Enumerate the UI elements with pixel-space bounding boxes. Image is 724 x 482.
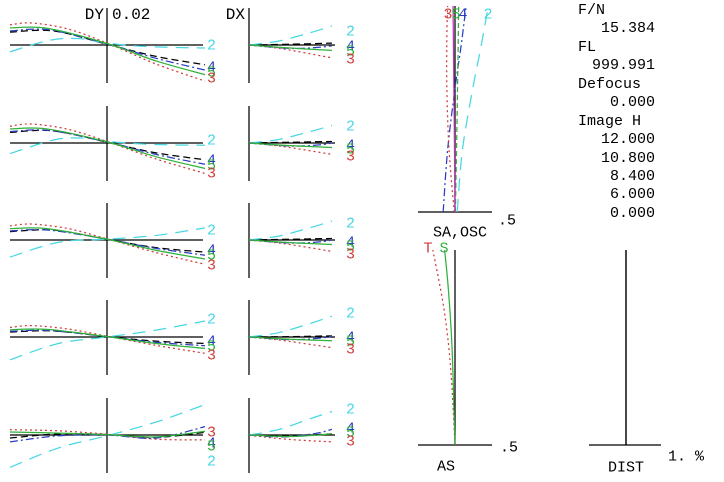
as-plot-curve-wl5 (444, 249, 456, 446)
wavelength-label: 4 (207, 60, 216, 77)
sa-scale-label: .5 (498, 213, 516, 230)
info-line: 0.000 (609, 94, 655, 112)
wavelength-label: 2 (207, 133, 216, 150)
info-line: 0.000 (609, 204, 655, 222)
info-line: 15.384 (600, 20, 655, 38)
as-plot-curve-label: S (439, 241, 448, 258)
wavelength-label: 2 (346, 24, 355, 41)
wavelength-label: 5 (207, 65, 216, 82)
info-line: 999.991 (591, 57, 655, 75)
wavelength-label: 4 (207, 243, 216, 260)
wavelength-label: 3 (207, 348, 216, 365)
sa-osc-plot-curve-wl4 (442, 5, 467, 213)
dx-fan-curve-wl2 (248, 124, 333, 144)
wavelength-label: 2 (207, 454, 216, 471)
dy-fan-curve-wl5 (9, 430, 206, 438)
wavelength-label: 4 (346, 39, 355, 56)
wavelength-label: 4 (207, 334, 216, 351)
sa-osc-plot-curve-wlm (452, 5, 456, 213)
wavelength-label: 4 (346, 235, 355, 252)
wavelength-label: 3 (207, 258, 216, 275)
dx-fan-curve-wl3 (248, 434, 333, 443)
dx-fan-curve-wl5 (248, 433, 333, 438)
as-plot-title: AS (437, 459, 455, 476)
wavelength-label: 5 (207, 339, 216, 356)
dx-fan-curve-wl5 (248, 44, 333, 51)
wavelength-label: 5 (207, 439, 216, 456)
sa-osc-plot-curve-wl5 (454, 5, 460, 213)
info-line: F/N (578, 2, 606, 19)
sa-osc-plot-curve-label: 3 (443, 7, 452, 24)
wavelength-label: 4 (346, 138, 355, 155)
dy-fan-curve-wl2 (9, 404, 206, 468)
as-scale-label: .5 (500, 440, 518, 457)
info-line: 10.800 (600, 149, 655, 167)
dy-fan-curve-wl3 (9, 123, 206, 174)
fan-scale-label: 0.02 (112, 6, 150, 24)
wavelength-label: 3 (346, 149, 355, 166)
wavelength-label: 2 (346, 216, 355, 233)
wavelength-label: 3 (207, 71, 216, 88)
dy-fan-curve-wl5 (9, 26, 206, 76)
dy-fan-curve-wl5 (9, 328, 206, 350)
dx-fan-curve-wl5 (248, 336, 333, 342)
wavelength-label: 5 (346, 425, 355, 442)
wavelength-label: 2 (207, 223, 216, 240)
wavelength-label: 4 (346, 421, 355, 438)
dy-fan-curve-wl1 (9, 29, 206, 66)
dist-scale-label: 1. % (668, 449, 705, 466)
wavelength-label: 2 (207, 312, 216, 329)
dy-column-title: DY (85, 6, 105, 24)
wavelength-label: 3 (346, 52, 355, 69)
dx-fan-curve-wl5 (248, 239, 333, 246)
info-line: Image H (578, 112, 642, 130)
as-plot-curve-wl3 (432, 249, 456, 446)
as-plot-curve-label: T (423, 241, 432, 258)
sa-osc-plot-curve-wl2 (456, 5, 489, 213)
wavelength-label: 3 (207, 166, 216, 183)
sa-osc-plot-curve-label: 5 (451, 7, 460, 24)
sa-osc-plot-curve-label: 4 (458, 7, 467, 24)
dx-fan-curve-wl2 (248, 220, 333, 241)
dx-column-title: DX (226, 6, 246, 24)
wavelength-label: 2 (207, 38, 216, 55)
wavelength-label: 5 (207, 248, 216, 265)
wavelength-label: 2 (346, 306, 355, 323)
wavelength-label: 2 (346, 119, 355, 136)
dist-plot-title: DIST (608, 460, 644, 477)
dx-fan-curve-wl2 (248, 315, 333, 338)
wavelength-label: 3 (346, 342, 355, 359)
wavelength-label: 3 (346, 434, 355, 451)
dx-fan-curve-wl2 (248, 25, 333, 46)
sa-osc-plot-curve-wl3 (446, 5, 455, 213)
dx-fan-curve-wl5 (248, 142, 333, 149)
wavelength-label: 3 (346, 247, 355, 264)
dx-fan-curve-wl2 (248, 410, 333, 436)
sa-osc-plot-curve-label: 2 (483, 7, 492, 24)
info-line: FL (578, 38, 597, 56)
wavelength-label: 4 (207, 436, 216, 453)
wavelength-label: 2 (346, 402, 355, 419)
info-line: 6.000 (609, 186, 655, 204)
wavelength-label: 5 (346, 239, 355, 256)
wavelength-label: 5 (346, 334, 355, 351)
wavelength-label: 3 (207, 425, 216, 442)
info-line: 12.000 (600, 131, 655, 149)
dy-fan-curve-wl5 (9, 227, 206, 260)
lens-info-panel: F/N 15.384 FL 999.991 Defocus 0.000 Image H 12.… (578, 2, 655, 223)
info-line: Defocus (578, 75, 642, 93)
wavelength-label: 4 (346, 330, 355, 347)
wavelength-label: 4 (207, 153, 216, 170)
dy-fan-curve-wl1 (9, 431, 206, 439)
wavelength-label: 5 (346, 142, 355, 159)
info-line: 8.400 (609, 167, 655, 185)
sa-osc-plot-title: SA,OSC (433, 225, 487, 242)
wavelength-label: 5 (207, 158, 216, 175)
dy-fan-curve-wl5 (9, 127, 206, 170)
wavelength-label: 5 (346, 44, 355, 61)
